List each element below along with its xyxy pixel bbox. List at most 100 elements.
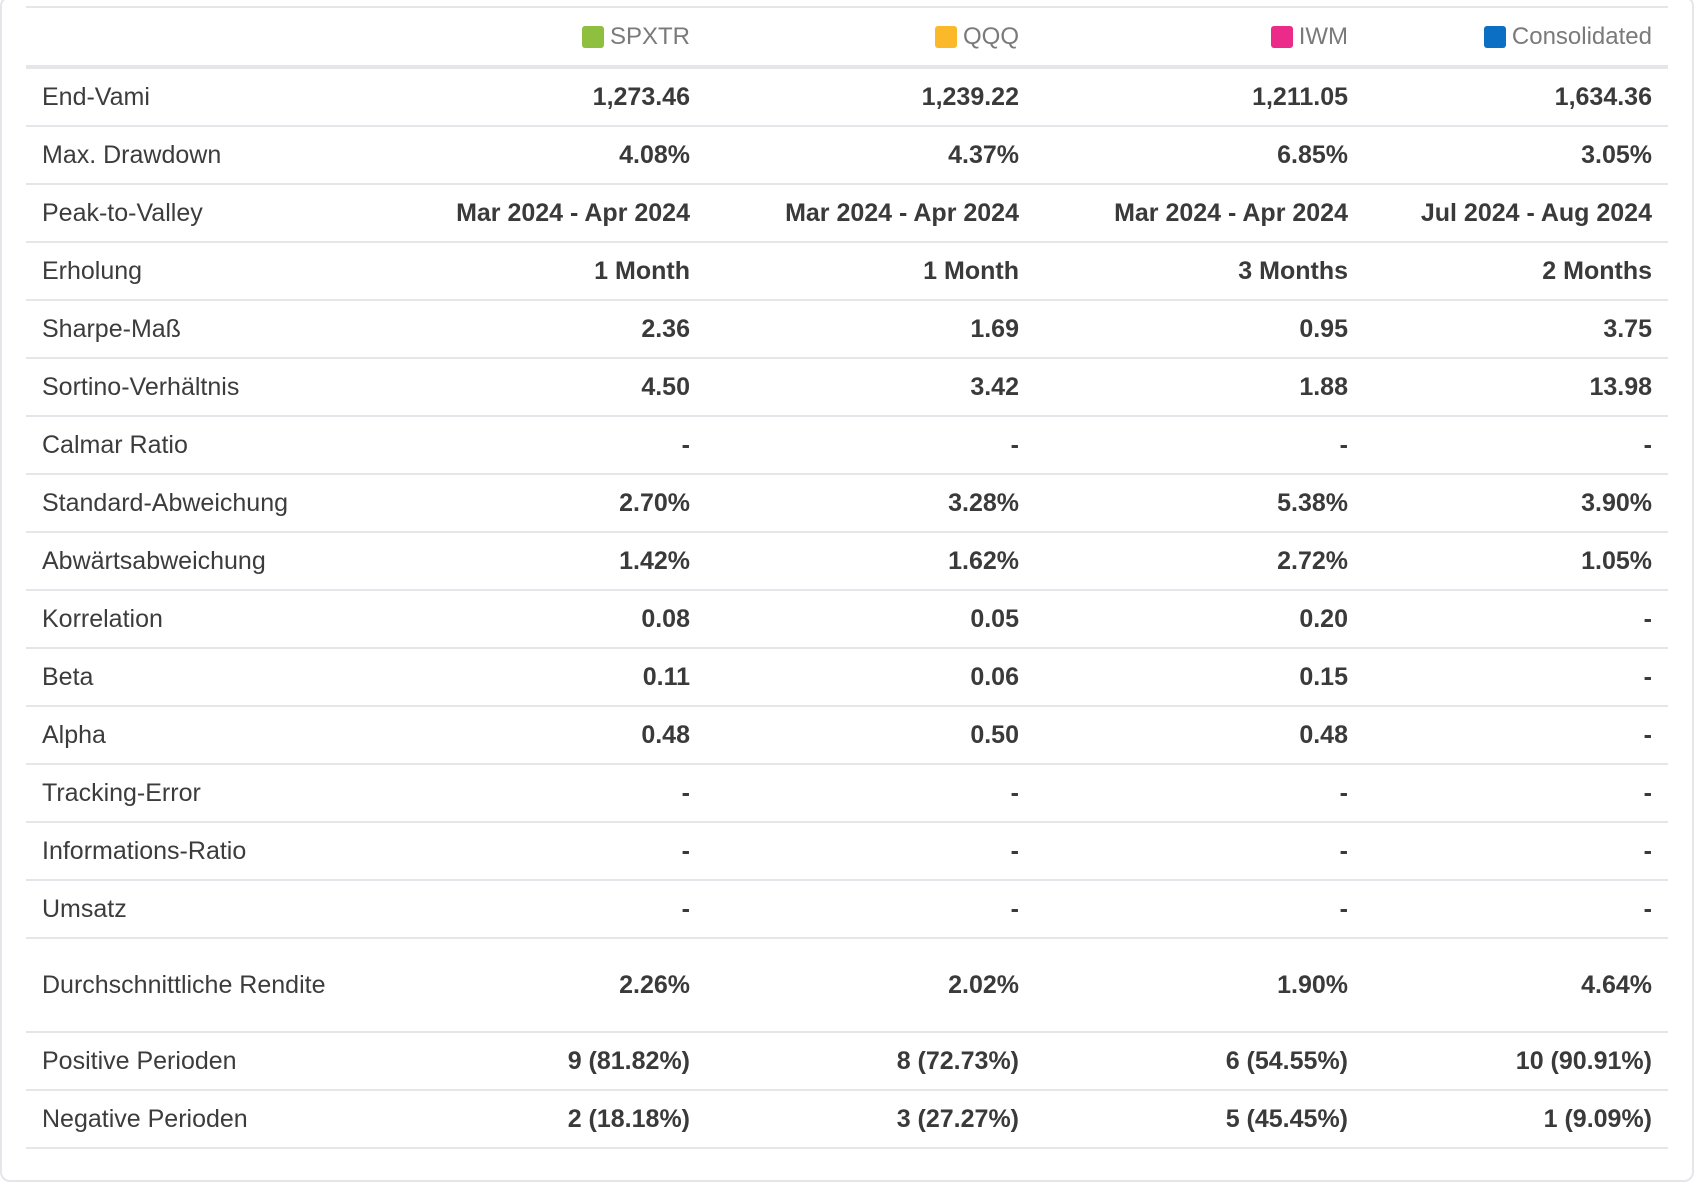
table-row: Alpha 0.48 0.50 0.48 - (26, 707, 1668, 765)
row-label: Peak-to-Valley (42, 199, 203, 227)
legend-label-qqq: QQQ (962, 22, 1019, 50)
value-cell: 0.95 (1299, 314, 1348, 343)
value-cell: 1 (9.09%) (1543, 1104, 1652, 1133)
legend-item-qqq[interactable]: QQQ (690, 23, 1019, 51)
value-cell: Mar 2024 - Apr 2024 (1114, 198, 1348, 227)
row-label: Sortino-Verhältnis (42, 373, 240, 401)
table-row: Durchschnittliche Rendite 2.26% 2.02% 1.90%… (26, 939, 1668, 1033)
value-cell: 2.36 (641, 314, 690, 343)
table-header-row: SPXTR QQQ IWM Consolidated (26, 8, 1668, 69)
color-swatch-consolidated (1483, 25, 1506, 48)
value-cell: 3.90% (1581, 488, 1652, 517)
row-label: Durchschnittliche Rendite (42, 971, 326, 999)
value-cell: 1 Month (594, 256, 690, 285)
value-cell: 0.15 (1299, 662, 1348, 691)
row-label: Beta (42, 663, 94, 691)
table-row: Informations-Ratio - - - - (26, 823, 1668, 881)
table-row: Erholung 1 Month 1 Month 3 Months 2 Months (26, 243, 1668, 301)
table-row: Abwärtsabweichung 1.42% 1.62% 2.72% 1.05% (26, 533, 1668, 591)
value-cell: 0.11 (642, 662, 690, 691)
value-cell: 0.08 (641, 604, 690, 633)
value-cell: 0.20 (1299, 604, 1348, 633)
statistics-table: SPXTR QQQ IWM Consolidated End-Vami 1,273… (26, 6, 1668, 1149)
value-cell: Jul 2024 - Aug 2024 (1420, 198, 1652, 227)
row-label: Tracking-Error (42, 779, 201, 807)
value-cell: 13.98 (1589, 372, 1652, 401)
row-label: Erholung (42, 257, 143, 285)
legend-item-consolidated[interactable]: Consolidated (1348, 23, 1668, 51)
table-row: Korrelation 0.08 0.05 0.20 - (26, 591, 1668, 649)
legend-label-spxtr: SPXTR (609, 22, 690, 50)
value-cell: - (681, 836, 690, 865)
table-row: Peak-to-Valley Mar 2024 - Apr 2024 Mar 202… (26, 185, 1668, 243)
value-cell: 3 Months (1238, 256, 1348, 285)
value-cell: 4.08% (619, 140, 690, 169)
table-body: End-Vami 1,273.46 1,239.22 1,211.05 1,634.36… (26, 69, 1668, 1149)
value-cell: 4.50 (641, 372, 690, 401)
row-label: Alpha (42, 721, 106, 749)
color-swatch-spxtr (581, 25, 604, 48)
value-cell: - (1339, 778, 1348, 807)
row-label: Informations-Ratio (42, 837, 247, 865)
table-row: Calmar Ratio - - - - (26, 417, 1668, 475)
table-row: End-Vami 1,273.46 1,239.22 1,211.05 1,634.36 (26, 69, 1668, 127)
value-cell: 10 (90.91%) (1515, 1046, 1652, 1075)
value-cell: 1 Month (923, 256, 1019, 285)
row-label: Abwärtsabweichung (42, 547, 266, 575)
value-cell: 2 (18.18%) (567, 1104, 690, 1133)
color-swatch-qqq (934, 25, 957, 48)
value-cell: 1,239.22 (921, 82, 1019, 111)
value-cell: Mar 2024 - Apr 2024 (785, 198, 1019, 227)
value-cell: - (681, 778, 690, 807)
table-row: Negative Perioden 2 (18.18%) 3 (27.27%) 5 (… (26, 1091, 1668, 1149)
table-row: Sortino-Verhältnis 4.50 3.42 1.88 13.98 (26, 359, 1668, 417)
value-cell: 3.28% (948, 488, 1019, 517)
value-cell: 2.26% (619, 970, 690, 999)
value-cell: 0.48 (1299, 720, 1348, 749)
row-label: End-Vami (42, 83, 150, 111)
legend-label-iwm: IWM (1298, 22, 1348, 50)
value-cell: - (681, 430, 690, 459)
table-row: Umsatz - - - - (26, 881, 1668, 939)
row-label: Positive Perioden (42, 1047, 237, 1075)
row-label: Umsatz (42, 895, 127, 923)
value-cell: 1.62% (948, 546, 1019, 575)
table-row: Sharpe-Maß 2.36 1.69 0.95 3.75 (26, 301, 1668, 359)
value-cell: 2.72% (1277, 546, 1348, 575)
value-cell: - (1339, 430, 1348, 459)
value-cell: 2.02% (948, 970, 1019, 999)
value-cell: 5 (45.45%) (1225, 1104, 1348, 1133)
value-cell: Mar 2024 - Apr 2024 (456, 198, 690, 227)
value-cell: - (1643, 604, 1652, 633)
value-cell: - (1643, 430, 1652, 459)
value-cell: 3.05% (1581, 140, 1652, 169)
value-cell: - (1643, 836, 1652, 865)
row-label: Max. Drawdown (42, 141, 222, 169)
table-top-divider (26, 6, 1668, 8)
table-row: Max. Drawdown 4.08% 4.37% 6.85% 3.05% (26, 127, 1668, 185)
value-cell: 4.64% (1581, 970, 1652, 999)
value-cell: 1.42% (619, 546, 690, 575)
value-cell: 6 (54.55%) (1225, 1046, 1348, 1075)
legend-item-spxtr[interactable]: SPXTR (361, 23, 690, 51)
value-cell: - (1643, 662, 1652, 691)
value-cell: 1,211.05 (1252, 82, 1348, 111)
value-cell: - (1643, 778, 1652, 807)
value-cell: 3 (27.27%) (896, 1104, 1019, 1133)
value-cell: 1.05% (1581, 546, 1652, 575)
value-cell: 8 (72.73%) (896, 1046, 1019, 1075)
value-cell: - (1010, 778, 1019, 807)
row-label: Korrelation (42, 605, 163, 633)
value-cell: - (1010, 836, 1019, 865)
row-label: Negative Perioden (42, 1105, 248, 1133)
color-swatch-iwm (1270, 25, 1293, 48)
row-label: Calmar Ratio (42, 431, 188, 459)
legend-item-iwm[interactable]: IWM (1019, 23, 1348, 51)
table-row: Standard-Abweichung 2.70% 3.28% 5.38% 3.90% (26, 475, 1668, 533)
value-cell: 4.37% (948, 140, 1019, 169)
value-cell: 1,634.36 (1554, 82, 1652, 111)
value-cell: 2 Months (1542, 256, 1652, 285)
legend-label-consolidated: Consolidated (1511, 22, 1652, 50)
value-cell: 1.88 (1299, 372, 1348, 401)
